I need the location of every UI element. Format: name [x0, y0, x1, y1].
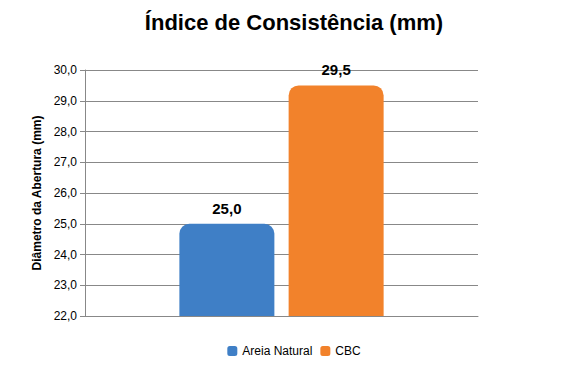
svg-text:25,0: 25,0 — [54, 217, 78, 231]
svg-text:22,0: 22,0 — [54, 309, 78, 323]
svg-text:28,0: 28,0 — [54, 125, 78, 139]
svg-text:Índice de Consistência (mm): Índice de Consistência (mm) — [145, 10, 443, 35]
svg-text:27,0: 27,0 — [54, 155, 78, 169]
svg-text:23,0: 23,0 — [54, 278, 78, 292]
svg-text:25,0: 25,0 — [212, 200, 241, 217]
svg-text:24,0: 24,0 — [54, 248, 78, 262]
svg-text:Areia Natural: Areia Natural — [242, 344, 312, 358]
svg-text:Diâmetro da Abertura (mm): Diâmetro da Abertura (mm) — [30, 116, 44, 271]
svg-text:30,0: 30,0 — [54, 63, 78, 77]
svg-text:CBC: CBC — [335, 344, 361, 358]
svg-text:26,0: 26,0 — [54, 186, 78, 200]
svg-text:29,0: 29,0 — [54, 94, 78, 108]
svg-text:29,5: 29,5 — [322, 61, 351, 78]
